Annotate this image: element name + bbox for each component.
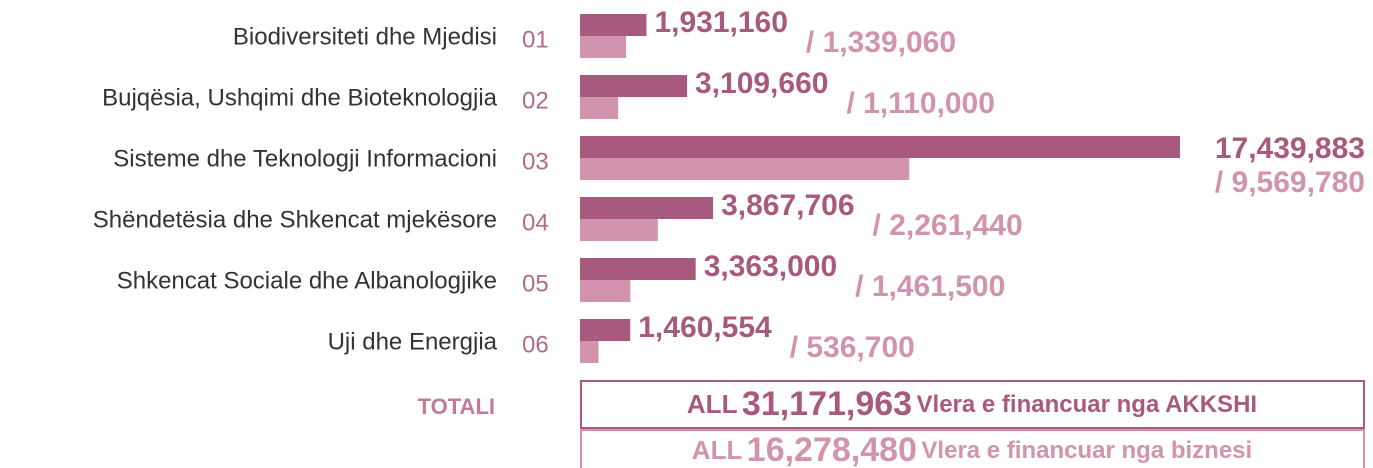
value-label: 1,931,160 xyxy=(654,6,787,39)
category-label: Shkencat Sociale dhe Albanologjike xyxy=(117,267,497,294)
value-label: / 1,339,060 xyxy=(806,26,956,59)
total-row: ALL 31,171,963 Vlera e financuar nga AKK… xyxy=(687,385,1257,423)
total-box xyxy=(580,429,1365,468)
bar xyxy=(580,219,658,241)
category-code: 02 xyxy=(522,87,549,114)
total-row: ALL 16,278,480 Vlera e financuar nga biz… xyxy=(692,431,1252,468)
bar xyxy=(580,341,599,363)
bar xyxy=(580,75,687,97)
total-currency: ALL xyxy=(692,435,743,465)
bar xyxy=(580,319,631,341)
bar xyxy=(580,197,714,219)
value-label: / 1,110,000 xyxy=(846,87,994,120)
category-label: Bujqësia, Ushqimi dhe Bioteknologjia xyxy=(102,84,498,111)
category-label: Shëndetësia dhe Shkencat mjekësore xyxy=(93,206,497,233)
value-label: / 1,461,500 xyxy=(855,270,1005,303)
category-code: 06 xyxy=(522,331,549,358)
total-value: 16,278,480 xyxy=(747,431,917,468)
category-label: Sisteme dhe Teknologji Informacioni xyxy=(113,145,497,172)
value-label: 1,460,554 xyxy=(638,311,772,344)
value-label: / 2,261,440 xyxy=(873,209,1023,242)
bar xyxy=(580,97,619,119)
value-label: 17,439,883 xyxy=(1215,132,1365,165)
total-box xyxy=(580,380,1365,429)
value-label: 3,109,660 xyxy=(695,67,828,100)
value-label: 3,363,000 xyxy=(704,250,837,283)
total-text: Vlera e financuar nga biznesi xyxy=(921,437,1252,464)
bar xyxy=(580,258,696,280)
total-value: 31,171,963 xyxy=(742,385,912,423)
category-label: Uji dhe Energjia xyxy=(328,328,498,355)
value-label: / 9,569,780 xyxy=(1215,166,1365,199)
category-code: 04 xyxy=(522,209,549,236)
total-text: Vlera e financuar nga AKKSHI xyxy=(917,391,1258,418)
bar xyxy=(580,158,910,180)
bar xyxy=(580,280,631,302)
totals-label: TOTALI xyxy=(418,394,495,419)
total-currency: ALL xyxy=(687,389,738,419)
category-code: 01 xyxy=(522,26,549,53)
bar xyxy=(580,136,1180,158)
category-label: Biodiversiteti dhe Mjedisi xyxy=(233,23,497,50)
bar xyxy=(580,14,647,36)
category-code: 05 xyxy=(522,270,549,297)
value-label: 3,867,706 xyxy=(721,189,854,222)
value-label: / 536,700 xyxy=(790,331,915,364)
category-code: 03 xyxy=(522,148,549,175)
bar xyxy=(580,36,627,58)
